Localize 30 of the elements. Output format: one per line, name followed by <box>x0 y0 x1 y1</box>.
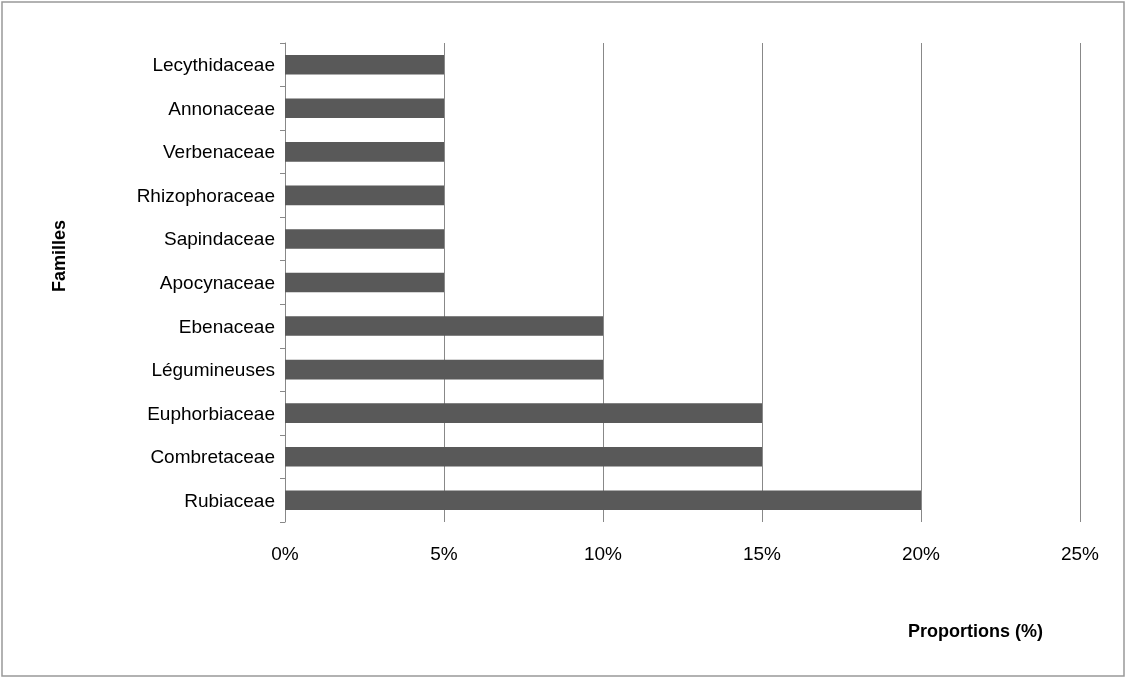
y-tick-label: Rhizophoraceae <box>136 184 275 206</box>
x-tick-label: 20% <box>901 543 941 564</box>
y-tick-label: Euphorbiaceae <box>147 402 275 424</box>
x-tick-label: 25% <box>1060 543 1100 564</box>
bar <box>285 490 921 511</box>
x-tick-label: 0% <box>271 543 299 564</box>
bar <box>285 272 444 293</box>
y-tick-label: Verbenaceae <box>163 141 275 163</box>
bar <box>285 185 444 206</box>
bar <box>285 403 762 423</box>
y-tick-label: Apocynaceae <box>159 272 275 293</box>
y-tick-label: Annonaceae <box>168 97 275 119</box>
y-tick-label: Sapindaceae <box>164 228 275 250</box>
bar <box>285 316 603 336</box>
x-tick-label: 10% <box>583 543 623 564</box>
bar <box>285 446 762 467</box>
bar <box>285 98 444 119</box>
y-tick-label: Rubiaceae <box>184 489 275 511</box>
bar <box>285 359 603 380</box>
bar <box>285 54 444 75</box>
y-tick-label: Lecythidaceae <box>152 54 275 76</box>
y-tick-label: Légumineuses <box>151 359 275 381</box>
y-tick-label: Ebenaceae <box>178 315 275 337</box>
x-axis-title: Proportions (%) <box>908 621 1044 641</box>
bar <box>285 142 444 162</box>
x-tick-label: 15% <box>742 543 782 564</box>
y-tick-label: Combretaceae <box>150 446 275 468</box>
x-tick-label: 5% <box>430 543 458 564</box>
bar <box>285 229 444 249</box>
y-axis-title: Familles <box>49 219 69 293</box>
